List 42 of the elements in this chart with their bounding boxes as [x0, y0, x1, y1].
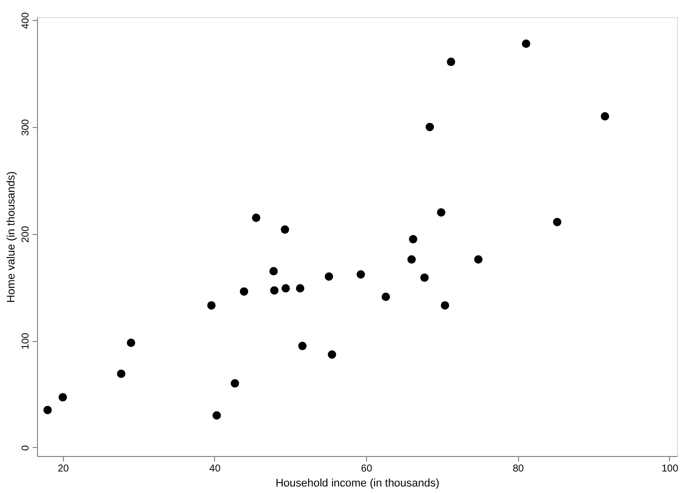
x-tick-label: 60	[361, 464, 373, 474]
y-tick-label: 100	[20, 332, 32, 350]
point	[252, 214, 260, 222]
point	[282, 284, 290, 292]
point	[328, 350, 336, 359]
point	[116, 370, 126, 378]
point	[553, 218, 562, 226]
point	[280, 225, 290, 234]
point	[522, 40, 530, 48]
point	[126, 338, 136, 347]
y-tick-label: 0	[20, 444, 32, 451]
point	[269, 267, 278, 276]
point	[382, 292, 390, 302]
point	[212, 411, 221, 420]
x-tick-label: 80	[512, 464, 524, 474]
point	[474, 255, 483, 264]
point	[356, 270, 365, 279]
point	[230, 379, 240, 388]
point	[407, 255, 416, 264]
y-axis-title: Home value (in thousands)	[6, 171, 18, 303]
point	[207, 301, 216, 310]
x-tick-label: 40	[209, 464, 221, 474]
point	[270, 286, 279, 295]
point	[408, 234, 418, 244]
point	[58, 393, 67, 402]
point	[420, 273, 429, 282]
x-tick-label: 20	[58, 464, 70, 474]
point	[600, 112, 610, 121]
point	[324, 272, 334, 281]
point	[440, 301, 450, 310]
x-tick-label: 100	[662, 464, 679, 474]
point	[43, 406, 52, 414]
x-axis-title: Household income (in thousands)	[276, 478, 440, 490]
point	[296, 284, 304, 292]
point	[298, 342, 307, 350]
point	[436, 208, 446, 217]
point	[446, 58, 456, 66]
point	[426, 122, 434, 132]
y-tick-label: 200	[20, 226, 32, 243]
point	[240, 287, 248, 296]
y-tick-label: 300	[20, 118, 32, 136]
y-tick-label: 400	[20, 12, 32, 30]
